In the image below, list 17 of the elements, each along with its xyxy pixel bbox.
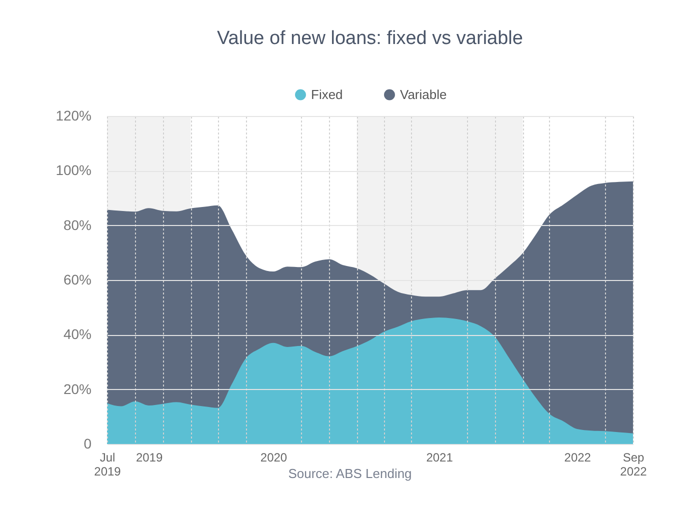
y-tick-label: 100%	[56, 162, 92, 178]
chart-title: Value of new loans: fixed vs variable	[217, 28, 523, 49]
y-tick-label: 40%	[63, 326, 92, 342]
x-tick-label: 2021	[426, 450, 454, 464]
x-tick-label: 2022	[564, 450, 592, 464]
legend-label: Variable	[400, 86, 447, 102]
x-tick-label: Sep 2022	[620, 450, 648, 478]
source-note: Source: ABS Lending	[288, 466, 412, 481]
x-tick-label: Jul 2019	[94, 450, 122, 478]
legend-label: Fixed	[311, 86, 343, 102]
y-tick-label: 80%	[63, 216, 92, 233]
y-tick-label: 120%	[56, 108, 92, 124]
x-tick-label: 2019	[136, 450, 163, 464]
y-tick-label: 20%	[63, 380, 92, 397]
x-tick-label: 2020	[260, 450, 288, 464]
y-tick-label: 0	[84, 436, 92, 452]
y-tick-label: 60%	[63, 272, 92, 288]
